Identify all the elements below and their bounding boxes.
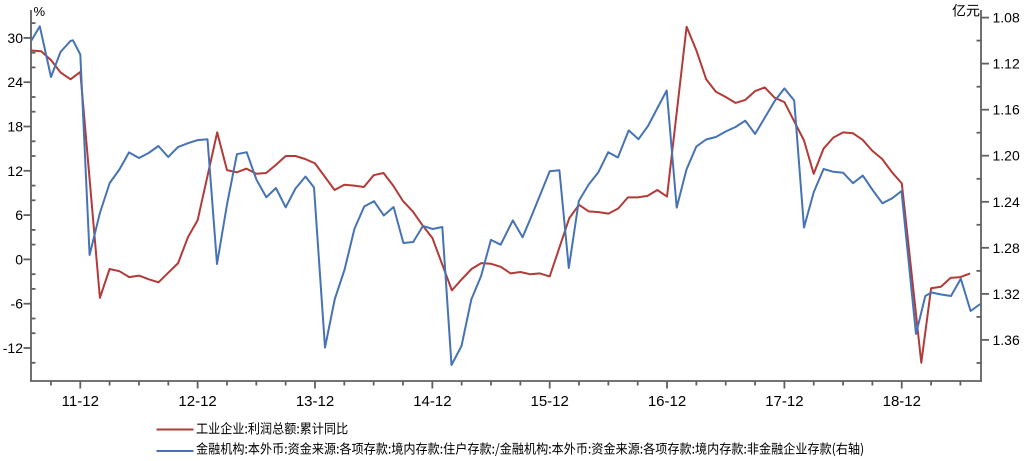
- svg-text:24: 24: [7, 74, 23, 90]
- svg-text:1.20: 1.20: [993, 148, 1020, 164]
- svg-text:18: 18: [7, 119, 23, 135]
- svg-text:1.12: 1.12: [993, 56, 1020, 72]
- svg-text:-12: -12: [3, 340, 23, 356]
- svg-text:30: 30: [7, 30, 23, 46]
- svg-text:0: 0: [15, 251, 23, 267]
- svg-text:13-12: 13-12: [296, 393, 334, 410]
- svg-text:11-12: 11-12: [62, 393, 99, 410]
- svg-text:18-12: 18-12: [883, 393, 921, 410]
- svg-text:6: 6: [15, 207, 23, 223]
- svg-text:12: 12: [7, 163, 23, 179]
- svg-text:15-12: 15-12: [531, 393, 569, 410]
- svg-text:14-12: 14-12: [413, 393, 451, 410]
- svg-text:%: %: [34, 4, 46, 19]
- svg-text:17-12: 17-12: [765, 393, 803, 410]
- svg-text:1.16: 1.16: [993, 102, 1020, 118]
- svg-text:16-12: 16-12: [648, 393, 686, 410]
- svg-text:1.32: 1.32: [993, 286, 1020, 302]
- svg-text:12-12: 12-12: [178, 393, 216, 410]
- svg-text:1.08: 1.08: [993, 10, 1020, 26]
- svg-text:1.24: 1.24: [993, 194, 1020, 210]
- svg-text:1.36: 1.36: [993, 332, 1020, 348]
- svg-text:-6: -6: [11, 296, 24, 312]
- svg-text:1.28: 1.28: [993, 240, 1020, 256]
